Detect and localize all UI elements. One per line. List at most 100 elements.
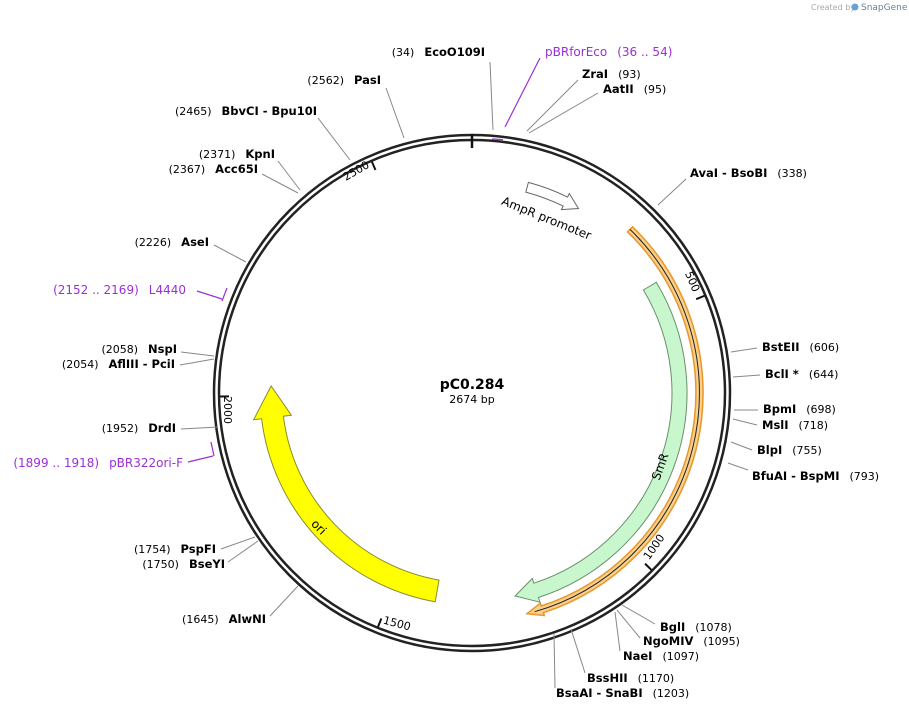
site-position: (1754) <box>134 543 171 556</box>
site-name: ZraI <box>582 67 608 81</box>
primer-range: (36 .. 54) <box>617 45 672 59</box>
tick-mark <box>372 162 376 170</box>
site-name: BssHII <box>587 671 628 685</box>
site-name: BseYI <box>189 557 225 571</box>
site-position: (2371) <box>199 148 236 161</box>
site-connector <box>527 80 578 131</box>
site-position: (1952) <box>102 422 139 435</box>
site-position: (698) <box>806 403 836 416</box>
site-label: (1645) AlwNI <box>182 612 266 626</box>
site-position: (2054) <box>62 358 99 371</box>
site-name: AseI <box>181 235 209 249</box>
primer-connector <box>505 58 540 127</box>
site-name: NaeI <box>623 649 652 663</box>
site-position: (1078) <box>695 621 732 634</box>
primer-mark <box>492 139 503 140</box>
site-connector <box>658 179 686 205</box>
site-position: (93) <box>618 68 641 81</box>
site-position: (755) <box>792 444 822 457</box>
feature-label: AmpR promoter <box>500 194 594 243</box>
primer-mark <box>222 288 227 301</box>
tick-mark <box>645 564 651 570</box>
site-connector <box>622 605 655 624</box>
site-connector <box>554 633 555 688</box>
site-name: BbvCI - Bpu10I <box>222 104 317 118</box>
site-name: KpnI <box>245 147 275 161</box>
site-connector <box>615 612 620 651</box>
site-name: AvaI - BsoBI <box>690 166 767 180</box>
site-label: (2371) KpnI <box>199 147 275 161</box>
site-label: BlpI (755) <box>757 443 822 457</box>
site-connector <box>529 93 598 133</box>
site-label: (2465)BbvCI - Bpu10I <box>175 104 317 118</box>
site-connector <box>262 174 298 193</box>
primer-label: pBRforEco (36 .. 54) <box>545 45 672 59</box>
site-connector <box>181 352 214 356</box>
primer-name: pBRforEco <box>545 45 607 59</box>
site-connector <box>733 419 757 425</box>
site-name: MslI <box>762 418 789 432</box>
primer-range: (1899 .. 1918) <box>13 456 99 470</box>
created-by: Created by <box>811 3 855 12</box>
site-name: PspFI <box>181 542 216 556</box>
site-label: BfuAI - BspMI (793) <box>752 469 879 483</box>
site-position: (2367) <box>169 163 206 176</box>
site-position: (338) <box>777 167 807 180</box>
site-label: (2058) NspI <box>101 342 177 356</box>
primer-label: (2152 .. 2169)L4440 <box>53 283 186 297</box>
plasmid-name: pC0.284 <box>440 377 505 393</box>
primer-connector <box>188 456 213 462</box>
site-position: (2058) <box>101 343 138 356</box>
site-label: MslI(718) <box>762 418 828 432</box>
site-connector <box>571 629 585 673</box>
site-name: BfuAI - BspMI <box>752 469 839 483</box>
site-connector <box>278 161 300 190</box>
site-position: (2562) <box>307 74 344 87</box>
site-name: EcoO109I <box>424 45 485 59</box>
site-label: (2054) AflIII - PciI <box>62 357 175 371</box>
site-label: (1750) BseYI <box>142 557 225 571</box>
primer-connector <box>197 291 222 299</box>
site-connector <box>180 359 214 365</box>
site-label: (1754) PspFI <box>134 542 216 556</box>
site-name: AflIII - PciI <box>108 357 175 371</box>
site-position: (1095) <box>703 635 740 648</box>
primer-name: L4440 <box>149 283 186 297</box>
site-connector <box>731 348 757 352</box>
site-position: (1750) <box>142 558 179 571</box>
site-label: BpmI (698) <box>763 402 836 416</box>
site-name: BpmI <box>763 402 796 416</box>
site-label: BstEII(606) <box>762 340 839 354</box>
site-name: AlwNI <box>229 612 266 626</box>
site-label: NaeI (1097) <box>623 649 699 663</box>
site-connector <box>270 586 298 616</box>
site-name: NspI <box>148 342 177 356</box>
primer-mark <box>211 442 214 456</box>
site-position: (1097) <box>662 650 699 663</box>
site-name: Acc65I <box>215 162 258 176</box>
site-position: (95) <box>644 83 667 96</box>
logo-icon <box>852 4 859 11</box>
site-name: AatII <box>603 82 634 96</box>
site-label: BglI (1078) <box>660 620 732 634</box>
tick-mark <box>378 618 381 626</box>
site-position: (1203) <box>653 687 690 700</box>
site-name: DrdI <box>148 421 176 435</box>
site-connector <box>228 541 258 562</box>
site-label: (2367) Acc65I <box>169 162 258 176</box>
site-position: (644) <box>809 368 839 381</box>
site-name: BlpI <box>757 443 782 457</box>
site-position: (1170) <box>638 672 675 685</box>
primer-name: pBR322ori-F <box>109 456 183 470</box>
site-connector <box>728 463 748 470</box>
site-position: (793) <box>849 470 879 483</box>
site-connector <box>181 427 218 429</box>
tick-label: 2000 <box>221 396 234 424</box>
site-connector <box>617 610 640 638</box>
site-name: BsaAI - SnaBI <box>556 686 643 700</box>
site-position: (1645) <box>182 613 219 626</box>
site-name: BglI <box>660 620 685 634</box>
site-connector <box>733 375 760 377</box>
